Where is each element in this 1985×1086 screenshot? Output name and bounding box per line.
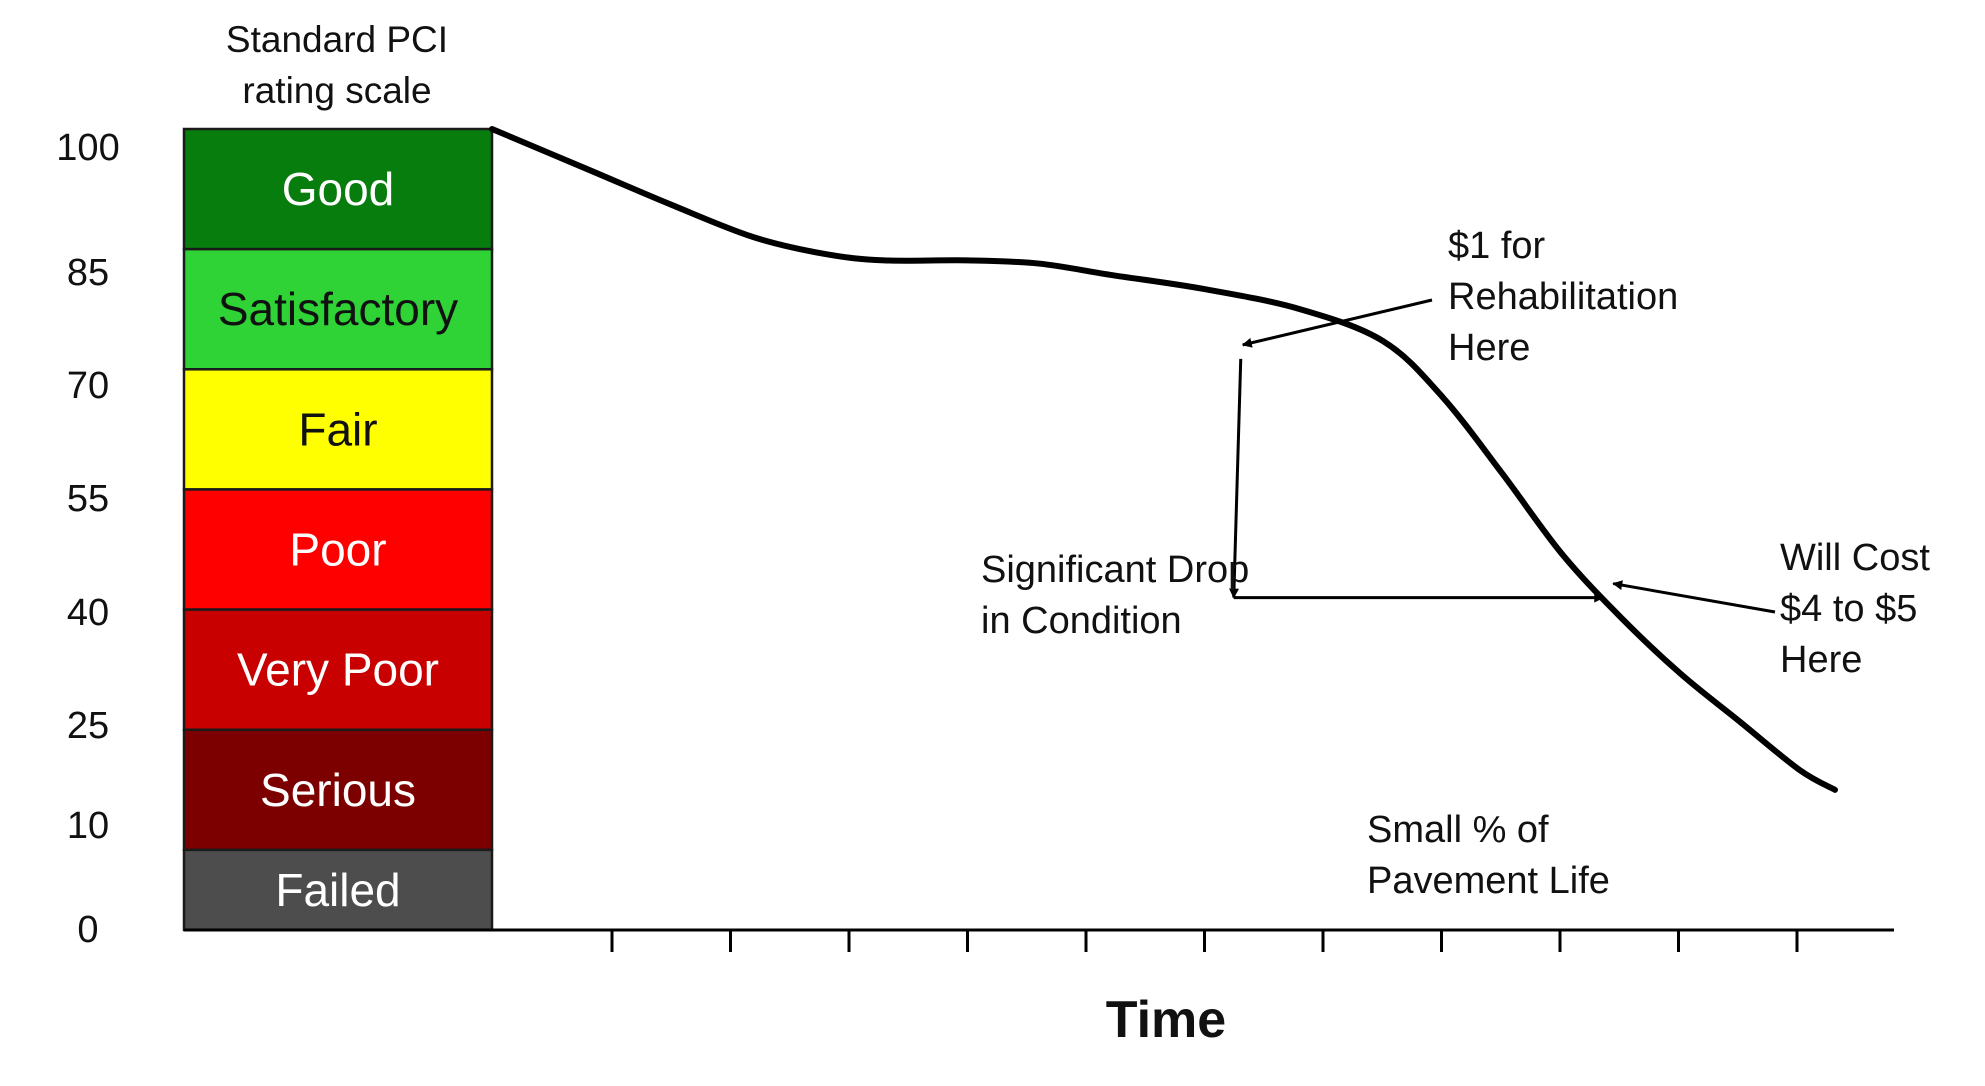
band-label-satisfactory: Satisfactory xyxy=(218,283,458,335)
rehab-note-line-3: Here xyxy=(1448,327,1530,369)
band-satisfactory xyxy=(182,247,494,371)
x-axis-label: Time xyxy=(1106,991,1226,1049)
band-fair xyxy=(182,368,494,491)
band-good xyxy=(182,127,494,251)
cost-note-line-2: $4 to $5 xyxy=(1780,588,1917,630)
cost-note-line-1: Will Cost xyxy=(1780,537,1930,579)
scale-title-line-1: Standard PCI xyxy=(226,19,448,60)
y-tick-label: 70 xyxy=(67,365,109,407)
band-serious xyxy=(182,728,494,852)
y-tick-label: 40 xyxy=(67,592,109,634)
drop-note-line-1: Significant Drop xyxy=(981,549,1249,591)
rating-bands: Good Satisfactory Fair Poor Very Poor Serious… xyxy=(182,127,494,932)
rehab-note-line-1: $1 for xyxy=(1448,225,1546,267)
drop-note-line-2: in Condition xyxy=(981,600,1182,642)
band-label-failed: Failed xyxy=(275,864,400,916)
pci-deterioration-curve xyxy=(489,126,1838,793)
x-axis-ticks xyxy=(610,930,1799,952)
y-tick-label: 100 xyxy=(56,127,119,169)
scale-title-line-2: rating scale xyxy=(242,70,431,111)
rehabilitation-arrow xyxy=(1241,298,1433,348)
y-tick-label: 0 xyxy=(77,909,98,951)
y-tick-label: 55 xyxy=(67,478,109,520)
cost-note-line-3: Here xyxy=(1780,639,1862,681)
band-label-poor: Poor xyxy=(289,524,386,576)
y-tick-label: 10 xyxy=(67,805,109,847)
life-note-line-1: Small % of xyxy=(1367,809,1549,851)
band-label-very-poor: Very Poor xyxy=(237,644,439,696)
life-note-line-2: Pavement Life xyxy=(1367,860,1610,902)
band-poor xyxy=(182,488,494,611)
band-label-serious: Serious xyxy=(260,764,416,816)
band-label-good: Good xyxy=(282,163,395,215)
will-cost-arrow xyxy=(1612,580,1776,614)
y-tick-label: 85 xyxy=(67,252,109,294)
y-tick-label: 25 xyxy=(67,705,109,747)
band-label-fair: Fair xyxy=(298,403,377,455)
rehab-note-line-2: Rehabilitation xyxy=(1448,276,1678,318)
significant-drop-arrow xyxy=(1229,358,1243,599)
